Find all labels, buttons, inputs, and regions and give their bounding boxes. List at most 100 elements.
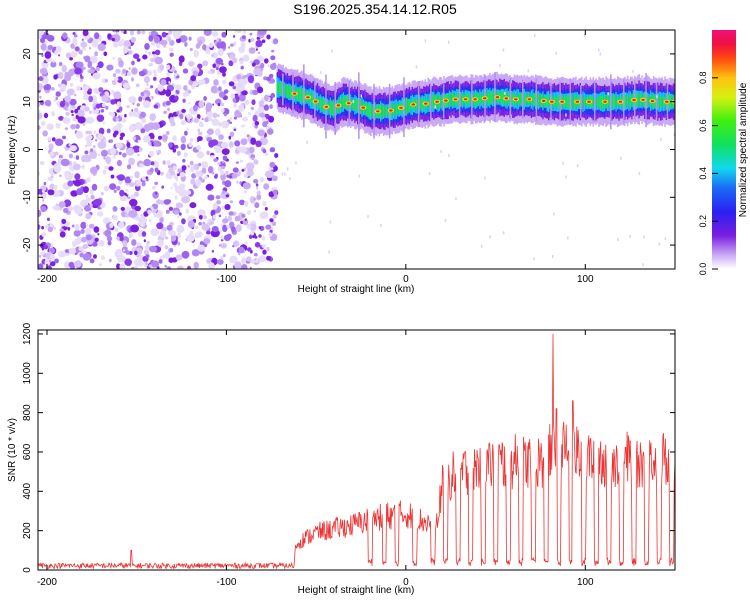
noise-speckle bbox=[71, 113, 74, 117]
noise-speckle bbox=[124, 113, 127, 118]
noise-speckle bbox=[197, 136, 203, 142]
noise-speckle bbox=[131, 239, 137, 246]
noise-speckle bbox=[85, 223, 89, 227]
noise-speckle bbox=[193, 49, 199, 58]
noise-speckle bbox=[193, 261, 199, 269]
noise-speckle bbox=[41, 226, 44, 230]
noise-speckle bbox=[174, 73, 178, 77]
signal-peak-core bbox=[560, 100, 564, 103]
noise-speckle bbox=[216, 258, 224, 265]
noise-speckle bbox=[184, 42, 188, 47]
noise-speckle bbox=[246, 224, 252, 229]
faint-cell bbox=[455, 197, 457, 201]
noise-speckle bbox=[92, 107, 99, 115]
signal-peak-core bbox=[346, 102, 351, 105]
noise-speckle bbox=[95, 133, 99, 137]
noise-speckle bbox=[172, 148, 177, 153]
signal-peak-core bbox=[575, 100, 580, 103]
faint-cell bbox=[480, 244, 483, 248]
noise-speckle bbox=[133, 53, 140, 59]
noise-speckle bbox=[188, 36, 192, 41]
signal-ridge-cell bbox=[520, 93, 523, 105]
noise-speckle bbox=[84, 106, 90, 112]
noise-speckle bbox=[55, 96, 58, 101]
noise-speckle bbox=[204, 117, 210, 123]
noise-speckle bbox=[156, 199, 162, 205]
noise-speckle bbox=[251, 157, 255, 161]
noise-speckle bbox=[228, 141, 234, 148]
colorbar-tick-label: 0.4 bbox=[698, 167, 708, 180]
noise-speckle bbox=[168, 257, 174, 264]
noise-speckle bbox=[203, 238, 211, 245]
noise-speckle bbox=[211, 53, 215, 58]
noise-speckle bbox=[136, 180, 142, 186]
noise-speckle bbox=[229, 121, 233, 125]
signal-ridge-cell bbox=[276, 82, 279, 93]
noise-speckle bbox=[140, 91, 145, 97]
signal-ridge-cell bbox=[583, 97, 586, 106]
noise-speckle bbox=[210, 155, 215, 159]
noise-speckle bbox=[182, 98, 186, 103]
noise-speckle bbox=[180, 120, 186, 126]
noise-speckle bbox=[261, 39, 266, 43]
noise-speckle bbox=[177, 168, 182, 173]
noise-speckle bbox=[262, 249, 267, 255]
noise-speckle bbox=[144, 250, 148, 254]
noise-speckle bbox=[117, 254, 126, 263]
signal-ridge-cell bbox=[319, 99, 322, 108]
noise-speckle bbox=[198, 222, 203, 226]
noise-speckle bbox=[90, 148, 94, 153]
signal-ridge-cell bbox=[341, 99, 343, 108]
noise-speckle bbox=[143, 135, 151, 143]
noise-speckle bbox=[134, 205, 141, 212]
noise-speckle bbox=[100, 191, 104, 196]
noise-speckle bbox=[66, 88, 75, 96]
noise-speckle bbox=[120, 206, 126, 211]
faint-cell bbox=[641, 77, 644, 81]
noise-speckle bbox=[254, 121, 260, 126]
noise-speckle bbox=[148, 150, 154, 157]
noise-speckle bbox=[114, 130, 119, 136]
signal-streak bbox=[430, 83, 432, 122]
colorbar-ticks: 0.0 0.2 0.4 0.6 0.8 bbox=[698, 72, 718, 275]
noise-speckle bbox=[68, 247, 77, 255]
faint-cell bbox=[484, 176, 486, 180]
noise-speckle bbox=[95, 103, 101, 109]
noise-speckle bbox=[84, 205, 92, 212]
noise-speckle bbox=[182, 91, 189, 97]
noise-speckle bbox=[94, 32, 100, 40]
noise-speckle bbox=[210, 85, 218, 94]
noise-speckle bbox=[212, 202, 218, 210]
noise-speckle bbox=[201, 167, 207, 174]
y-tick-label: 800 bbox=[22, 404, 33, 421]
y-tick-label: 10 bbox=[22, 96, 33, 108]
y-tick-label: 1200 bbox=[22, 322, 33, 345]
noise-speckle bbox=[124, 176, 132, 184]
colorbar-tick-label: 0.2 bbox=[698, 215, 708, 228]
signal-peak-core bbox=[399, 106, 403, 109]
noise-speckle bbox=[44, 99, 52, 107]
noise-speckle bbox=[249, 223, 257, 231]
noise-speckle bbox=[223, 234, 231, 241]
noise-speckle bbox=[174, 144, 179, 149]
noise-speckle bbox=[120, 114, 123, 118]
faint-cell bbox=[358, 174, 361, 178]
noise-speckle bbox=[115, 68, 121, 74]
noise-speckle bbox=[139, 163, 144, 168]
noise-speckle bbox=[134, 171, 140, 179]
noise-speckle bbox=[170, 186, 173, 190]
noise-speckle bbox=[198, 215, 203, 220]
noise-speckle bbox=[111, 90, 115, 95]
noise-speckle bbox=[176, 111, 179, 115]
noise-speckle bbox=[215, 195, 221, 200]
noise-speckle bbox=[255, 258, 259, 264]
signal-ridge-cell bbox=[581, 96, 583, 108]
signal-ridge-cell bbox=[311, 95, 313, 103]
signal-streak bbox=[594, 81, 596, 123]
noise-speckle bbox=[241, 168, 245, 172]
noise-speckle bbox=[151, 185, 156, 190]
noise-speckle bbox=[161, 134, 168, 141]
signal-ridge-cell bbox=[344, 95, 346, 109]
signal-ridge-cell bbox=[404, 100, 406, 113]
noise-speckle bbox=[85, 135, 92, 143]
